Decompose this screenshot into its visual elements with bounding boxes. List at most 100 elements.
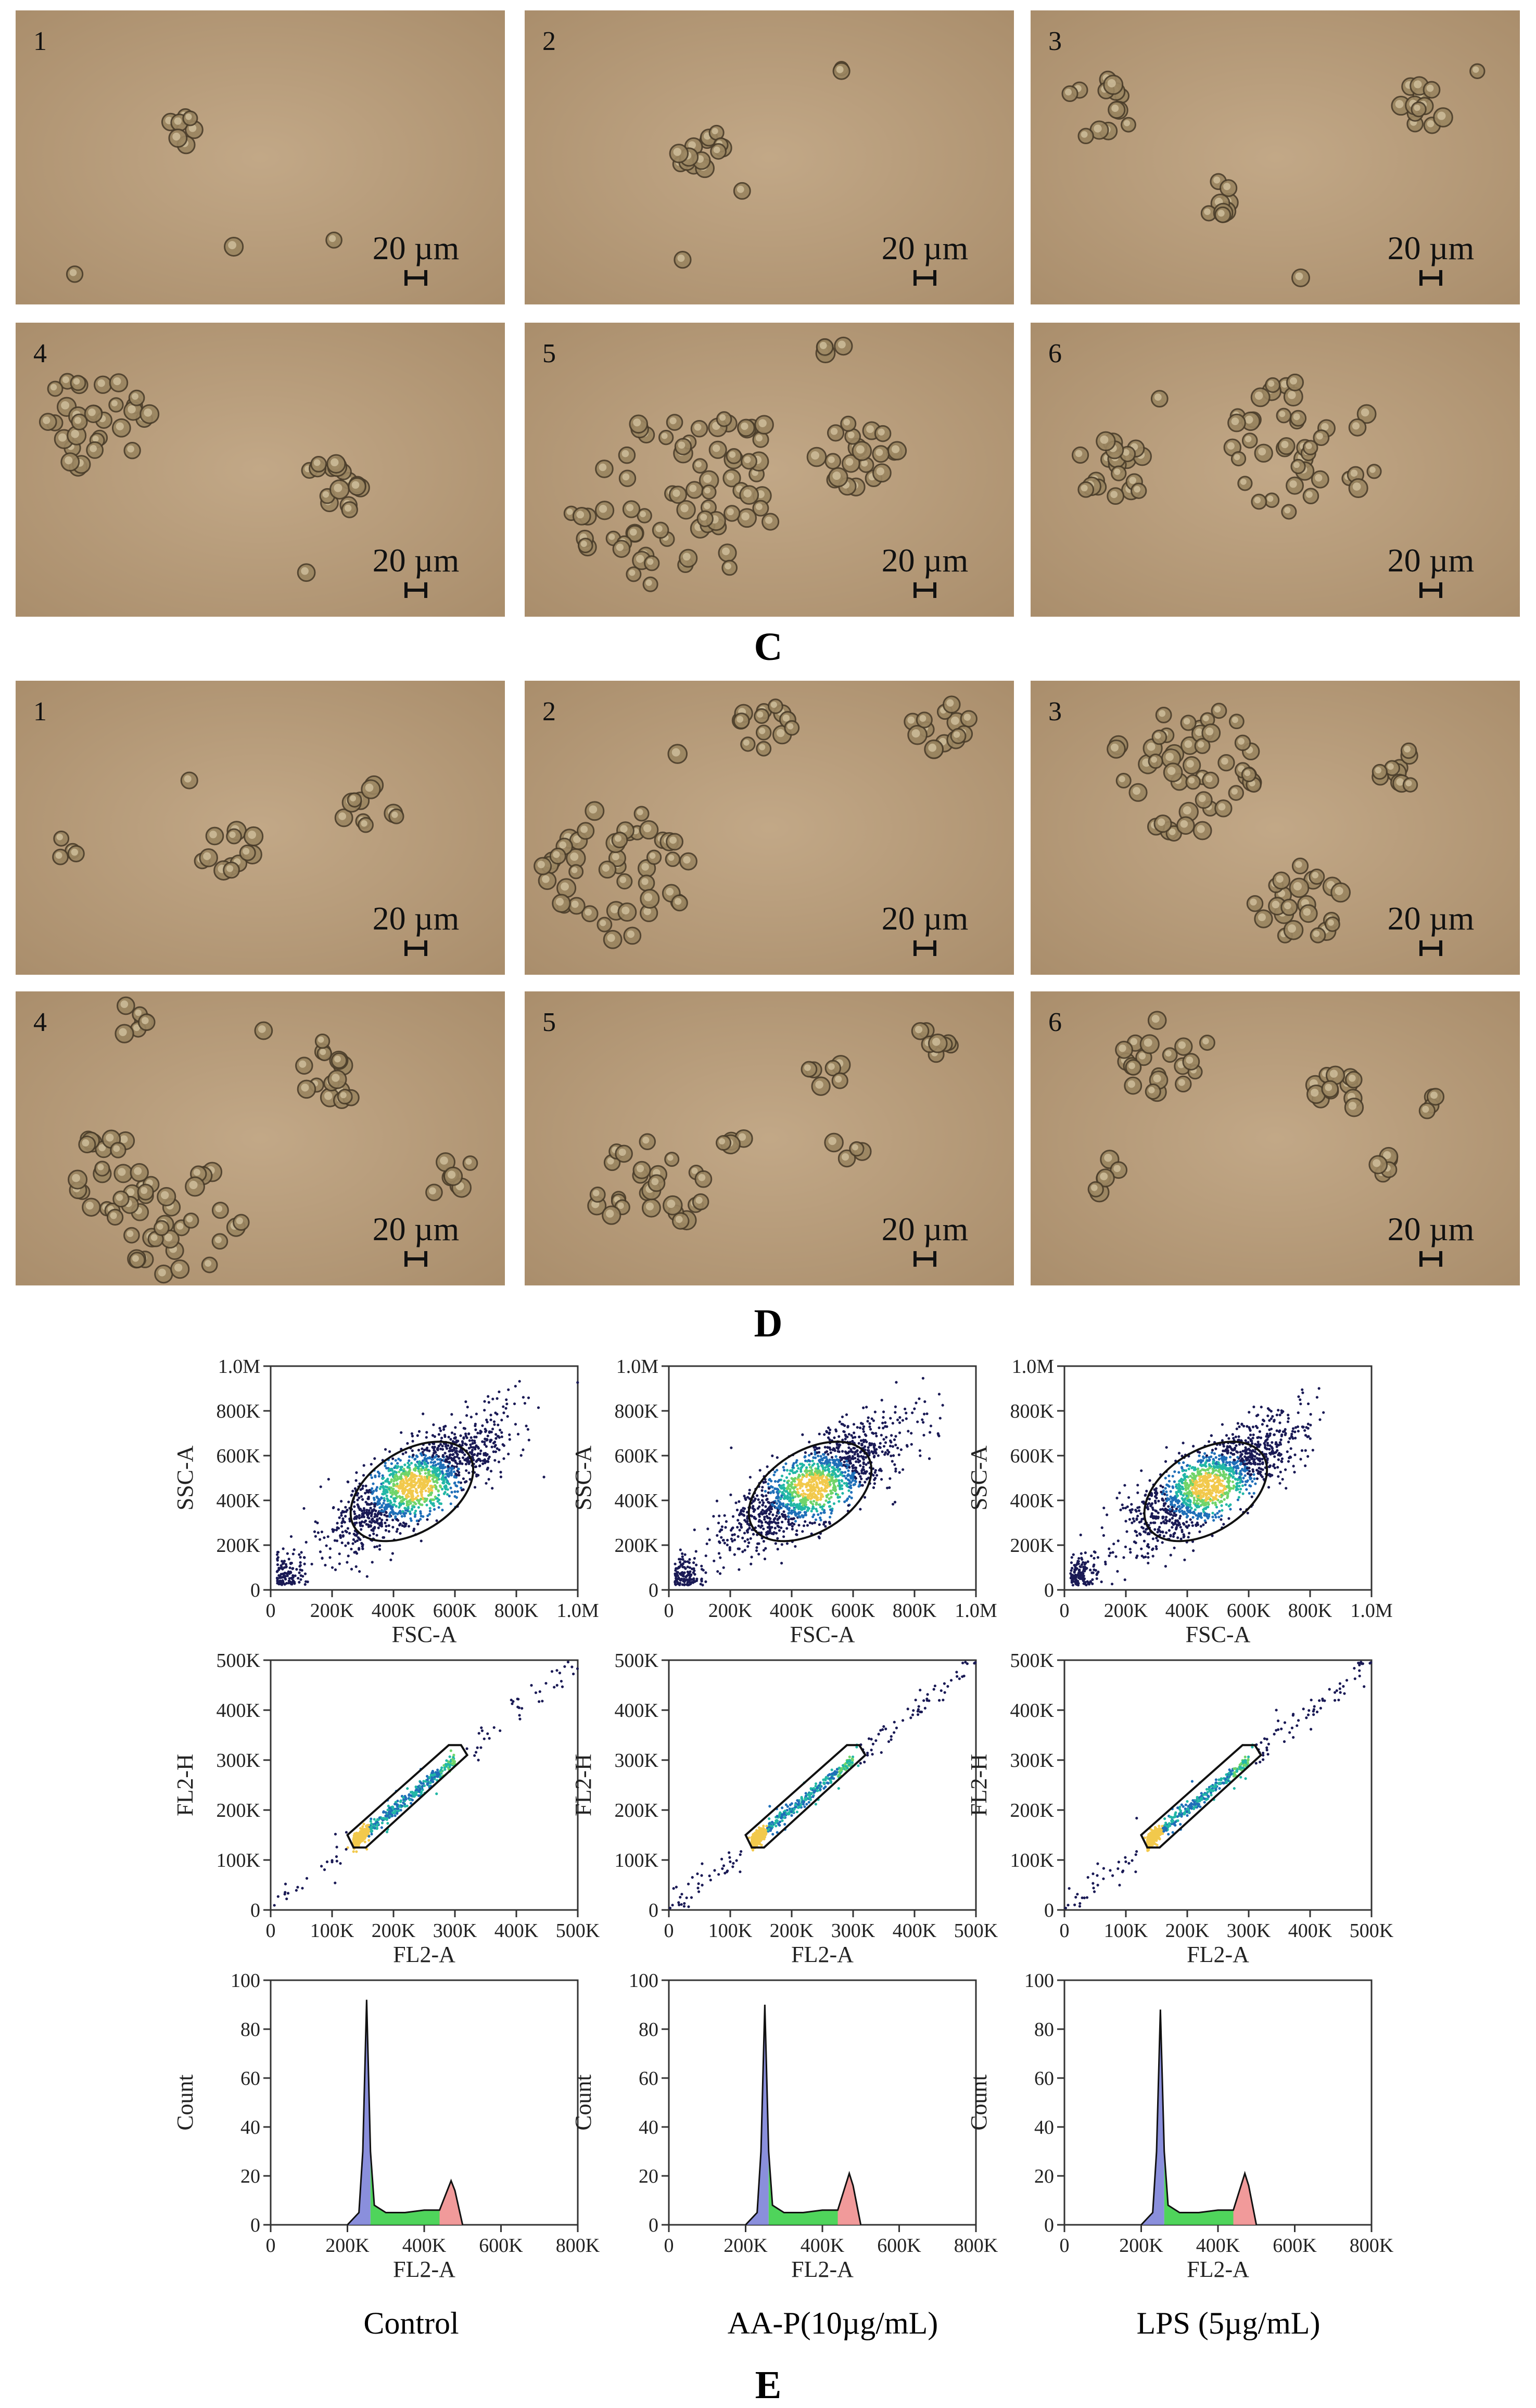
histogram-xlabel: FL2-A [791,2257,854,2282]
scatter-xtick: 800K [893,1600,937,1622]
histogram-ytick: 40 [639,2117,658,2138]
singlet-xtick: 500K [954,1920,998,1942]
histogram-s-phase [769,2151,838,2225]
singlet-ylabel: FL2-H [966,1754,992,1816]
histogram-ytick: 20 [1034,2165,1054,2187]
histogram-xlabel: FL2-A [393,2257,455,2282]
scatter-xtick: 400K [1165,1600,1210,1622]
singlet-ytick: 500K [1010,1650,1055,1672]
histogram-xtick: 800K [954,2235,998,2257]
scatter-xtick: 0 [664,1600,674,1622]
scatter-ytick: 600K [217,1445,261,1467]
scatter-ytick: 400K [217,1490,261,1512]
singlet-ytick: 500K [615,1650,659,1672]
histogram-ytick: 80 [240,2019,260,2041]
scatter-xtick: 200K [1104,1600,1148,1622]
histogram-frame [271,1980,578,2225]
scatter-ytick: 1.0M [218,1356,260,1378]
singlet-xtick: 100K [1104,1920,1148,1942]
singlet-ytick: 300K [615,1750,659,1772]
singlet-ytick: 200K [1010,1800,1055,1821]
scatter-xtick: 1.0M [556,1600,599,1622]
singlet-xtick: 500K [556,1920,600,1942]
singlet-frame [669,1660,976,1910]
histogram-xtick: 200K [723,2235,768,2257]
scatter-xtick: 200K [310,1600,354,1622]
histogram-ytick: 60 [1034,2068,1054,2090]
scatter-xtick: 800K [1288,1600,1332,1622]
singlet-xtick: 200K [372,1920,416,1942]
singlet-ytick: 400K [217,1700,261,1722]
singlet-xtick: 100K [310,1920,354,1942]
singlet-xlabel: FL2-A [1187,1942,1249,1967]
histogram-ytick: 40 [1034,2117,1054,2138]
singlet-ytick: 0 [1044,1900,1054,1921]
scatter-xtick: 400K [770,1600,814,1622]
scatter-ytick: 0 [649,1579,658,1601]
histogram-frame [1064,1980,1372,2225]
scatter-ytick: 800K [1010,1400,1055,1422]
histogram-xlabel: FL2-A [1187,2257,1249,2282]
scatter-ylabel: SSC-A [966,1445,992,1510]
scatter-xtick: 600K [433,1600,477,1622]
singlet-ytick: 200K [217,1800,261,1821]
histogram-s-phase [371,2151,440,2225]
singlet-xlabel: FL2-A [791,1942,854,1967]
histogram-frame [669,1980,976,2225]
scatter-xtick: 400K [372,1600,416,1622]
singlet-xtick: 100K [708,1920,753,1942]
histogram-ylabel: Count [966,2074,992,2131]
histogram-ylabel: Count [570,2074,596,2131]
scatter-xtick: 800K [494,1600,539,1622]
scatter-ytick: 0 [250,1579,260,1601]
histogram-ytick: 80 [639,2019,658,2041]
scatter-ytick: 1.0M [616,1356,658,1378]
scatter-ytick: 400K [615,1490,659,1512]
scatter-xtick: 0 [266,1600,276,1622]
singlet-xtick: 300K [831,1920,875,1942]
histogram-ytick: 0 [1044,2214,1054,2236]
histogram-xtick: 400K [801,2235,845,2257]
condition-label-control: Control [229,2305,593,2341]
histogram-xtick: 200K [1119,2235,1163,2257]
scatter-xtick: 1.0M [955,1600,997,1622]
histogram-ytick: 0 [250,2214,260,2236]
scatter-ylabel: SSC-A [172,1445,198,1510]
singlet-ytick: 400K [615,1700,659,1722]
singlet-xtick: 0 [266,1920,276,1942]
histogram-xtick: 600K [479,2235,523,2257]
scatter-ytick: 1.0M [1012,1356,1054,1378]
singlet-xtick: 200K [1165,1920,1210,1942]
histogram-s-phase [1164,2151,1234,2225]
singlet-ytick: 0 [250,1900,260,1921]
scatter-xtick: 200K [708,1600,753,1622]
histogram-ytick: 20 [639,2165,658,2187]
singlet-ylabel: FL2-H [172,1754,198,1816]
scatter-ytick: 0 [1044,1579,1054,1601]
singlet-xlabel: FL2-A [393,1942,455,1967]
singlet-ytick: 0 [649,1900,658,1921]
histogram-ytick: 100 [1024,1970,1054,1992]
histogram-ylabel: Count [172,2074,198,2131]
histogram-xtick: 800K [556,2235,600,2257]
histogram-xtick: 400K [1196,2235,1240,2257]
scatter-ytick: 600K [1010,1445,1055,1467]
scatter-xtick: 600K [831,1600,875,1622]
scatter-ytick: 800K [615,1400,659,1422]
singlet-xtick: 400K [893,1920,937,1942]
scatter-ylabel: SSC-A [570,1445,596,1510]
scatter-ytick: 600K [615,1445,659,1467]
scatter-ytick: 800K [217,1400,261,1422]
singlet-ytick: 200K [615,1800,659,1821]
scatter-xlabel: FSC-A [392,1622,457,1647]
histogram-xtick: 800K [1350,2235,1394,2257]
singlet-xtick: 500K [1350,1920,1394,1942]
scatter-xtick: 600K [1227,1600,1271,1622]
